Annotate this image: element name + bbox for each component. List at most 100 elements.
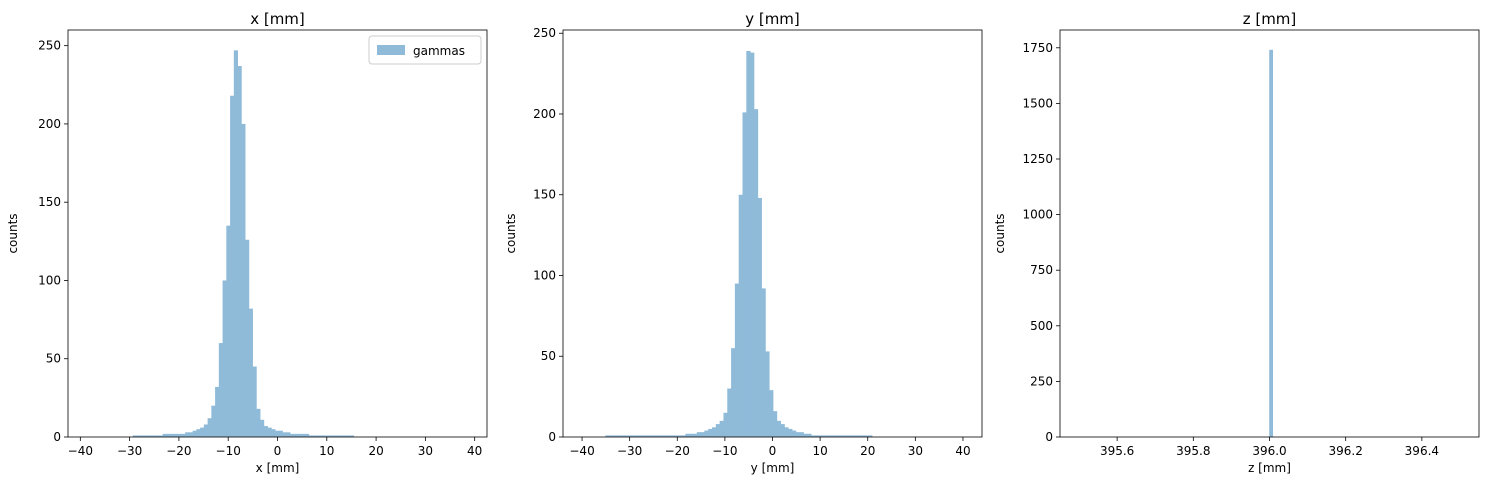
histogram-bar (670, 435, 675, 437)
histogram-bar (1269, 49, 1274, 438)
x-tick-label: 396.2 (1329, 444, 1363, 458)
x-tick-label: −10 (216, 444, 241, 458)
y-tick-label: 750 (1030, 263, 1053, 277)
histogram-bar (803, 433, 808, 437)
histogram-bar (260, 419, 265, 437)
histogram-bar (211, 405, 216, 437)
histogram-bar (331, 435, 336, 437)
x-tick-label: 20 (368, 444, 383, 458)
histogram-bar (147, 435, 152, 437)
histogram-bar (792, 430, 797, 437)
x-tick-label: 10 (319, 444, 334, 458)
histogram-bar (818, 435, 823, 437)
x-tick-label: −40 (68, 444, 93, 458)
histogram-bar (327, 435, 332, 437)
histogram-bar (868, 435, 873, 437)
y-tick-label: 250 (1030, 374, 1053, 388)
legend: gammas (368, 35, 482, 65)
histogram-bar (651, 435, 656, 437)
y-tick-label: 100 (533, 268, 556, 282)
histogram-bar (738, 194, 743, 437)
histogram-bar (203, 424, 209, 437)
histogram-bar (704, 430, 709, 437)
histogram-bar (658, 435, 663, 437)
y-tick-label: 1500 (1022, 96, 1053, 110)
histogram-bar (293, 433, 298, 437)
histogram-bar (188, 432, 194, 437)
histogram-bar (681, 435, 686, 437)
histogram-bar (685, 433, 690, 437)
histogram-bar (230, 95, 235, 437)
histogram-bar (723, 412, 728, 437)
histogram-bar (616, 435, 622, 437)
histogram-bar (316, 435, 321, 437)
y-tick-label: 0 (548, 430, 556, 444)
histogram-bar (628, 435, 633, 437)
x-tick-label: 396.0 (1252, 444, 1286, 458)
histogram-bar (807, 433, 812, 437)
y-tick-label: 250 (38, 39, 61, 53)
x-tick-label: −40 (569, 444, 594, 458)
histogram-bar (837, 435, 842, 437)
histogram-bar (731, 348, 736, 437)
x-tick-label: −20 (166, 444, 191, 458)
histogram-bar (753, 109, 759, 437)
histogram-bar (696, 432, 702, 437)
x-axis-label: y [mm] (751, 461, 795, 475)
plot-frame (562, 29, 983, 438)
x-tick-label: 10 (812, 444, 827, 458)
x-tick-label: −30 (617, 444, 642, 458)
histogram-bar (267, 427, 272, 437)
histogram-bar (263, 426, 268, 437)
histogram-bar (305, 433, 310, 437)
y-tick-label: 200 (38, 117, 61, 131)
histogram-bar (639, 435, 644, 437)
histogram-bar (196, 429, 201, 437)
y-tick-label: 50 (541, 349, 556, 363)
histogram-bar (849, 435, 854, 437)
histogram-bar (864, 435, 869, 437)
histogram-bar (233, 50, 238, 437)
histogram-bar (647, 435, 652, 437)
histogram-bar (173, 433, 179, 437)
histogram-bar (780, 424, 785, 437)
histogram-bar (742, 112, 747, 437)
histogram-bar (282, 432, 287, 437)
x-tick-label: 40 (955, 444, 970, 458)
histogram-bar (166, 433, 171, 437)
histogram-bar (784, 427, 789, 437)
y-tick-label: 150 (533, 188, 556, 202)
histogram-bar (278, 430, 283, 437)
histogram-bar (207, 418, 212, 437)
y-tick-label: 500 (1030, 319, 1053, 333)
histogram-bar (788, 428, 793, 437)
x-tick-label: 0 (769, 444, 777, 458)
x-tick-label: 396.4 (1405, 444, 1439, 458)
x-tick-label: 395.6 (1100, 444, 1134, 458)
histogram-bar (734, 283, 740, 437)
histogram-bar (692, 433, 698, 437)
histogram-bar (643, 435, 648, 437)
histogram-bar (252, 366, 257, 437)
histogram-bar (170, 433, 175, 437)
histogram-bar (177, 433, 182, 437)
histogram-bar (256, 408, 261, 437)
histogram-bar (222, 280, 227, 437)
x-tick-label: 40 (467, 444, 482, 458)
chart-title: x [mm] (250, 10, 305, 28)
histogram-bar (689, 433, 694, 437)
y-tick-label: 50 (46, 352, 61, 366)
histogram-bar (677, 435, 682, 437)
y-tick-label: 250 (533, 26, 556, 40)
y-tick-label: 100 (38, 273, 61, 287)
histogram-bar (275, 430, 280, 437)
histogram-bar (271, 429, 276, 437)
histogram-bar (708, 428, 713, 437)
histogram-bar (181, 433, 186, 437)
x-tick-label: −10 (712, 444, 737, 458)
histogram-bar (200, 427, 205, 437)
histogram-bar (162, 433, 167, 437)
histogram-bar (845, 435, 850, 437)
x-tick-label: 30 (418, 444, 433, 458)
x-tick-label: −20 (665, 444, 690, 458)
